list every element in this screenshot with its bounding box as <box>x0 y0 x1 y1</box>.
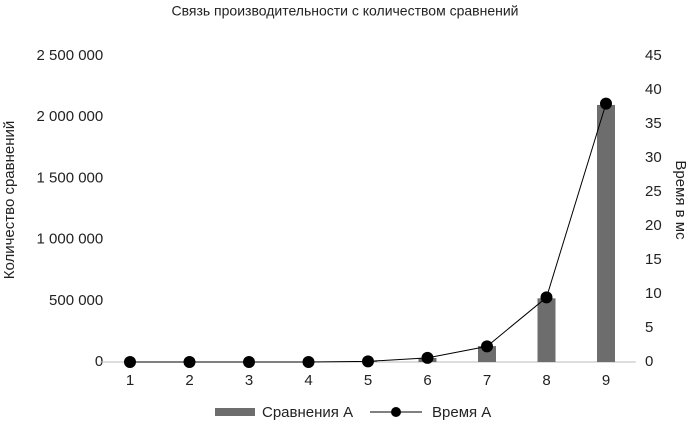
y2-tick-label: 0 <box>645 353 653 370</box>
line-point <box>481 340 493 353</box>
legend-swatch-dot <box>391 407 401 417</box>
y2-tick-label: 15 <box>645 251 662 268</box>
y2-tick-label: 20 <box>645 217 662 234</box>
line-point <box>183 356 196 368</box>
x-tick-label: 2 <box>185 372 193 389</box>
x-tick-label: 8 <box>542 372 550 389</box>
line-point <box>421 351 434 364</box>
y2-axis-title: Время в мс <box>672 160 689 240</box>
legend-label: Время А <box>432 404 491 421</box>
legend-label: Сравнения А <box>262 404 353 421</box>
x-tick-label: 6 <box>423 372 431 389</box>
line-point <box>302 356 315 368</box>
y-tick-label: 0 <box>95 353 103 370</box>
y-axis-title: Количество сравнений <box>1 121 18 280</box>
line-point <box>540 291 553 304</box>
y-tick-label: 2 000 000 <box>37 108 104 125</box>
x-tick-label: 3 <box>245 372 253 389</box>
line-point <box>243 356 255 368</box>
y2-tick-label: 35 <box>645 115 662 132</box>
x-tick-label: 5 <box>364 372 372 389</box>
y2-tick-label: 25 <box>645 183 662 200</box>
y-tick-label: 1 500 000 <box>37 169 104 186</box>
bar <box>597 104 615 363</box>
y2-tick-label: 45 <box>645 47 662 64</box>
y2-tick-label: 10 <box>645 285 662 302</box>
x-tick-label: 1 <box>126 372 134 389</box>
line-point <box>600 97 612 110</box>
x-tick-label: 9 <box>602 372 610 389</box>
x-tick-label: 7 <box>483 372 491 389</box>
y-tick-label: 500 000 <box>49 292 103 309</box>
y-tick-label: 1 000 000 <box>37 231 104 248</box>
y2-tick-label: 30 <box>645 149 662 166</box>
line <box>130 103 607 363</box>
x-tick-label: 4 <box>304 372 312 389</box>
line-point <box>124 356 136 368</box>
bar <box>537 298 556 362</box>
legend-swatch <box>215 408 255 416</box>
y-tick-label: 2 500 000 <box>37 47 104 64</box>
line-point <box>362 355 374 368</box>
y2-tick-label: 40 <box>645 81 662 98</box>
y2-tick-label: 5 <box>645 319 653 336</box>
chart-title: Связь производительности с количеством с… <box>171 3 518 19</box>
